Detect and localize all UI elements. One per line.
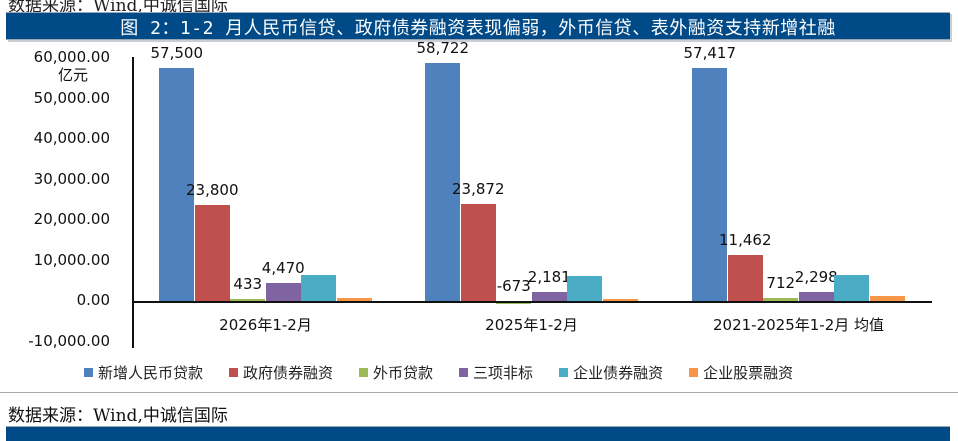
legend-label: 企业股票融资 [703,364,794,382]
bar [798,291,834,301]
legend-swatch-icon [229,368,239,377]
data-label: 57,500 [150,44,204,63]
bar [301,275,336,301]
bar [727,254,763,301]
legend-item: 新增人民币贷款 [84,362,203,383]
data-label: 433 [233,275,263,294]
bar [159,68,194,301]
chart-title-bar: 图 2：1-2 月人民币信贷、政府债券融资表现偏弱，外币信贷、表外融资支持新增社… [6,12,950,40]
data-label: 4,470 [261,258,305,277]
y-tick-label: 30,000.00 [33,169,110,188]
legend-label: 三项非标 [473,364,534,382]
y-tick-label: -10,000.00 [28,331,110,350]
data-label: 23,800 [186,180,239,199]
bar [194,204,230,301]
y-tick-label: 40,000.00 [33,129,110,147]
bar [692,68,727,301]
data-label: 57,417 [683,44,737,63]
legend-swatch-icon [359,368,369,377]
bar [425,63,460,301]
bar [336,298,372,301]
legend-swatch-icon [559,368,569,377]
legend-item: 企业股票融资 [689,362,793,383]
data-label: 58,722 [416,39,470,58]
bar [460,204,496,301]
data-label: -673 [496,277,531,295]
legend-swatch-icon [459,368,469,377]
data-label: 23,872 [452,180,505,199]
data-label: 2,298 [794,267,838,286]
x-category-label: 2025年1-2月 [485,316,578,334]
bar [763,298,798,301]
chart-title: 图 2：1-2 月人民币信贷、政府债券融资表现偏弱，外币信贷、表外融资支持新增社… [120,18,836,39]
bar [230,299,265,302]
legend-item: 政府债券融资 [229,362,333,383]
next-figure-title-bar-cut [6,426,950,441]
data-source: 数据来源：Wind,中诚信国际 [8,406,228,426]
divider [0,392,958,393]
y-tick-label: 10,000.00 [33,250,110,269]
data-label: 712 [766,274,796,293]
legend-swatch-icon [84,368,93,377]
x-category-label: 2026年1-2月 [219,316,312,334]
legend-label: 外币贷款 [373,364,434,382]
data-label: 2,181 [527,268,571,287]
legend-label: 政府债券融资 [243,364,334,382]
y-tick-label: 60,000.00 [33,48,110,66]
bar [834,274,869,301]
legend-label: 企业债券融资 [573,364,664,382]
y-axis-line [132,57,134,348]
bar [602,298,638,301]
legend-item: 企业债券融资 [559,362,663,383]
bar [869,295,905,301]
legend-item: 外币贷款 [359,362,433,383]
bar [265,282,301,301]
y-tick-label: 50,000.00 [33,88,110,107]
legend-swatch-icon [689,368,699,377]
y-tick-label: 20,000.00 [33,210,110,228]
bar [531,292,567,301]
legend-label: 新增人民币贷款 [98,364,204,382]
legend: 新增人民币贷款 政府债券融资 外币贷款 三项非标 企业债券融资 企业股票融资 [84,362,819,383]
bar [567,275,602,301]
y-axis-unit: 亿元 [58,66,89,84]
x-category-label: 2021-2025年1-2月 均值 [712,316,885,334]
x-axis-line [132,301,932,303]
y-tick-label: 0.00 [76,291,110,309]
legend-item: 三项非标 [459,362,533,383]
data-label: 11,462 [719,230,772,249]
